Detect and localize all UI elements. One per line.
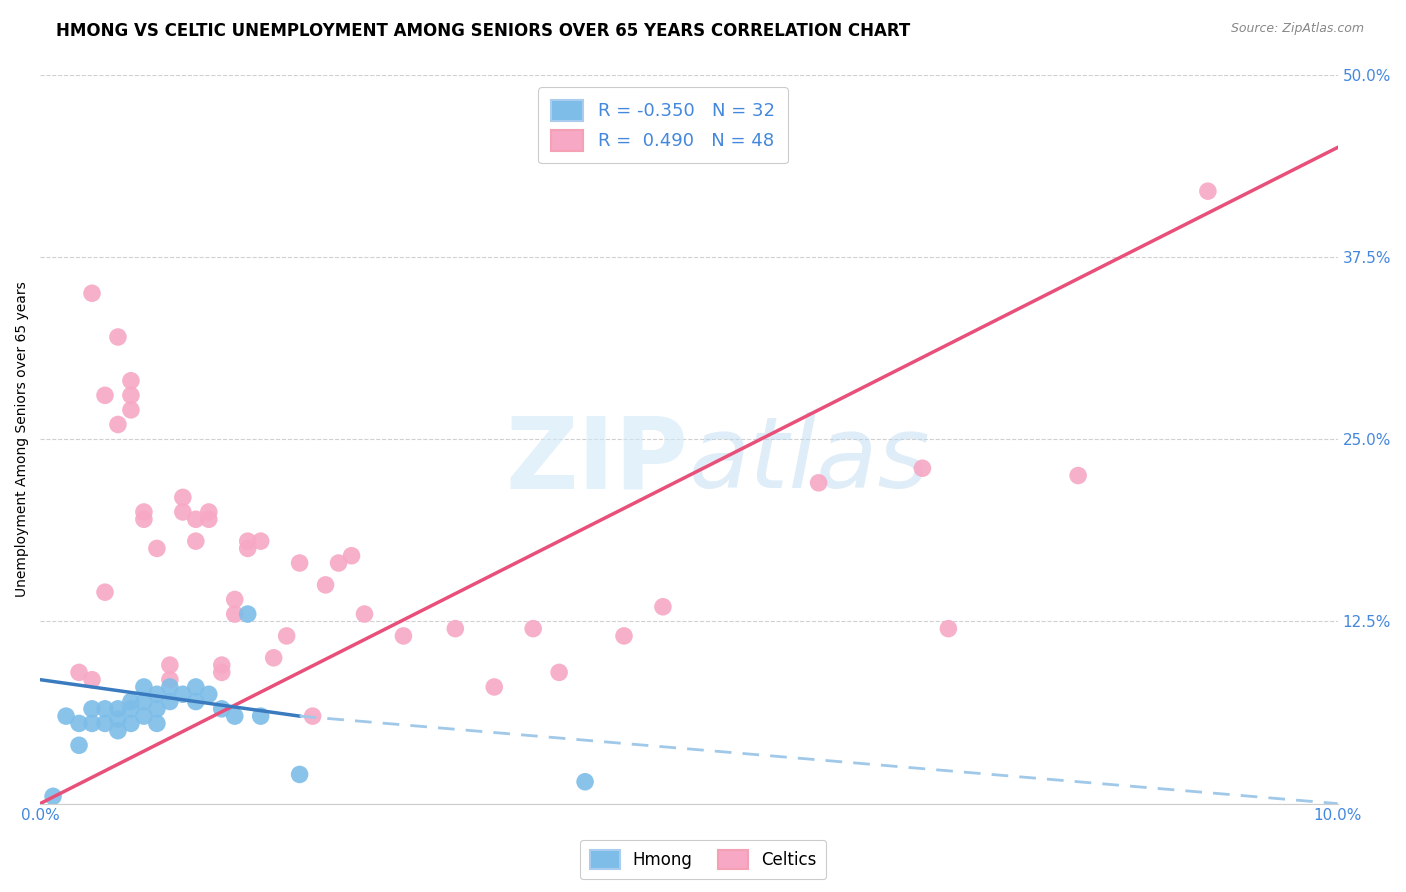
Point [911, 461, 934, 475]
Point [146, 687, 169, 701]
Point [807, 475, 830, 490]
Point [184, 694, 207, 708]
Y-axis label: Unemployment Among Seniors over 65 years: Unemployment Among Seniors over 65 years [15, 281, 30, 597]
Point [132, 709, 155, 723]
Point [522, 622, 544, 636]
Point [120, 374, 142, 388]
Point [574, 774, 596, 789]
Point [184, 534, 207, 549]
Point [938, 622, 960, 636]
Point [159, 658, 181, 673]
Point [132, 694, 155, 708]
Point [288, 556, 311, 570]
Point [120, 716, 142, 731]
Point [120, 403, 142, 417]
Point [94, 716, 117, 731]
Text: Source: ZipAtlas.com: Source: ZipAtlas.com [1230, 22, 1364, 36]
Point [67, 739, 90, 753]
Point [236, 534, 259, 549]
Point [107, 330, 129, 344]
Point [288, 767, 311, 781]
Point [159, 680, 181, 694]
Text: atlas: atlas [689, 412, 931, 509]
Point [107, 702, 129, 716]
Point [146, 716, 169, 731]
Point [146, 541, 169, 556]
Point [276, 629, 298, 643]
Text: HMONG VS CELTIC UNEMPLOYMENT AMONG SENIORS OVER 65 YEARS CORRELATION CHART: HMONG VS CELTIC UNEMPLOYMENT AMONG SENIO… [56, 22, 911, 40]
Point [224, 709, 246, 723]
Point [651, 599, 673, 614]
Point [211, 665, 233, 680]
Point [146, 702, 169, 716]
Legend: Hmong, Celtics: Hmong, Celtics [579, 840, 827, 880]
Point [1197, 184, 1219, 198]
Text: ZIP: ZIP [506, 412, 689, 509]
Legend: R = -0.350   N = 32, R =  0.490   N = 48: R = -0.350 N = 32, R = 0.490 N = 48 [538, 87, 787, 163]
Point [249, 709, 271, 723]
Point [94, 702, 117, 716]
Point [197, 505, 219, 519]
Point [80, 702, 103, 716]
Point [224, 592, 246, 607]
Point [249, 534, 271, 549]
Point [328, 556, 350, 570]
Point [67, 665, 90, 680]
Point [392, 629, 415, 643]
Point [80, 716, 103, 731]
Point [197, 687, 219, 701]
Point [107, 712, 129, 726]
Point [159, 694, 181, 708]
Point [184, 680, 207, 694]
Point [107, 723, 129, 738]
Point [80, 673, 103, 687]
Point [263, 650, 285, 665]
Point [159, 673, 181, 687]
Point [94, 585, 117, 599]
Point [211, 658, 233, 673]
Point [236, 541, 259, 556]
Point [55, 709, 77, 723]
Point [301, 709, 323, 723]
Point [484, 680, 506, 694]
Point [172, 687, 194, 701]
Point [197, 512, 219, 526]
Point [132, 512, 155, 526]
Point [107, 417, 129, 432]
Point [224, 607, 246, 621]
Point [1067, 468, 1090, 483]
Point [353, 607, 375, 621]
Point [184, 512, 207, 526]
Point [132, 680, 155, 694]
Point [172, 505, 194, 519]
Point [132, 505, 155, 519]
Point [211, 702, 233, 716]
Point [236, 607, 259, 621]
Point [42, 789, 65, 804]
Point [613, 629, 636, 643]
Point [548, 665, 571, 680]
Point [120, 694, 142, 708]
Point [120, 388, 142, 402]
Point [120, 702, 142, 716]
Point [444, 622, 467, 636]
Point [340, 549, 363, 563]
Point [67, 716, 90, 731]
Point [94, 388, 117, 402]
Point [315, 578, 337, 592]
Point [172, 491, 194, 505]
Point [80, 286, 103, 301]
